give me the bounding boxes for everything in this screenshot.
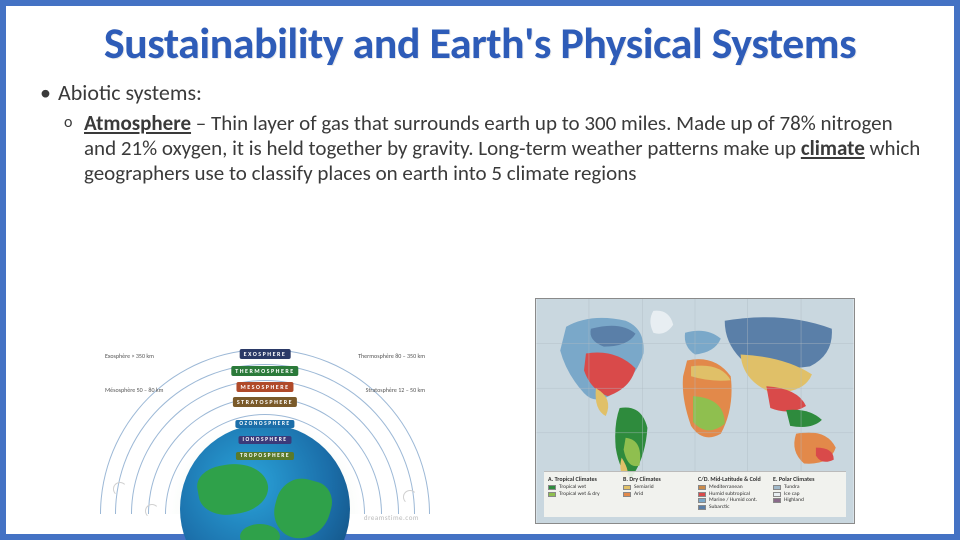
landmass (240, 524, 280, 540)
legend-swatch (623, 492, 631, 497)
label-thermosphere: THERMOSPHERE (231, 366, 298, 376)
legend-label: Highland (784, 498, 804, 504)
legend-item: Arid (623, 492, 692, 498)
legend-column: A. Tropical Climates Tropical wetTropical… (548, 475, 617, 514)
side-label: Exosphère > 350 km (105, 352, 154, 360)
slide-frame: Sustainability and Earth's Physical Syst… (0, 0, 960, 540)
watermark-swirl-icon (113, 482, 127, 496)
legend-swatch (623, 485, 631, 490)
body-text-block: Abiotic systems: o Atmosphere – Thin lay… (36, 80, 924, 186)
legend-swatch (548, 492, 556, 497)
legend-group-title: A. Tropical Climates (548, 475, 617, 483)
watermark-swirl-icon (403, 490, 417, 504)
bullet-level-2: o Atmosphere – Thin layer of gas that su… (36, 111, 924, 187)
watermark-swirl-icon (145, 504, 159, 518)
landmass (268, 473, 337, 540)
legend-group-title: C/D. Mid-Latitude & Cold (698, 475, 767, 483)
legend-item: Tropical wet & dry (548, 492, 617, 498)
slide-title: Sustainability and Earth's Physical Syst… (36, 20, 924, 66)
legend-swatch (773, 485, 781, 490)
landmass (194, 458, 272, 519)
legend-label: Tundra (784, 485, 799, 491)
legend-column: C/D. Mid-Latitude & ColdMediterraneanHum… (698, 475, 767, 514)
legend-item: Semiarid (623, 485, 692, 491)
world-climate-map: A. Tropical Climates Tropical wetTropical… (535, 298, 855, 524)
legend-group-title: E. Polar Climates (773, 475, 842, 483)
legend-column: E. Polar ClimatesTundraIce capHighland (773, 475, 842, 514)
bullet-level-1: Abiotic systems: (36, 80, 924, 106)
legend-item: Tundra (773, 485, 842, 491)
legend-label: Subarctic (709, 505, 730, 511)
legend-group-title: B. Dry Climates (623, 475, 692, 483)
legend-item: Tropical wet (548, 485, 617, 491)
watermark-text: dreamstime.com (364, 513, 419, 522)
label-mesosphere: MESOSPHERE (236, 382, 293, 392)
legend-swatch (698, 505, 706, 510)
map-legend: A. Tropical Climates Tropical wetTropical… (544, 471, 846, 517)
legend-label: Tropical wet & dry (559, 492, 600, 498)
atmosphere-layers-diagram: EXOSPHERE THERMOSPHERE MESOSPHERE STRATO… (105, 294, 425, 524)
legend-swatch (698, 485, 706, 490)
legend-label: Mediterranean (709, 485, 743, 491)
legend-label: Marine / Humid cont. (709, 498, 757, 504)
label-stratosphere: STRATOSPHERE (233, 397, 297, 407)
legend-swatch (698, 492, 706, 497)
legend-swatch (698, 498, 706, 503)
figure-row: EXOSPHERE THERMOSPHERE MESOSPHERE STRATO… (6, 292, 954, 524)
legend-item: Subarctic (698, 505, 767, 511)
term-atmosphere: Atmosphere (84, 110, 191, 136)
legend-label: Semiarid (634, 485, 654, 491)
label-ozonosphere: OZONOSPHERE (235, 420, 294, 428)
label-exosphere: EXOSPHERE (240, 349, 291, 359)
legend-item: Marine / Humid cont. (698, 498, 767, 504)
label-troposphere: TROPOSPHERE (236, 452, 294, 460)
legend-item: Highland (773, 498, 842, 504)
bullet-heading: Abiotic systems: (58, 79, 202, 106)
legend-swatch (773, 492, 781, 497)
legend-column: B. Dry Climates SemiaridArid (623, 475, 692, 514)
side-label: Thermosphère 80 – 350 km (358, 352, 425, 360)
legend-swatch (548, 485, 556, 490)
side-label: Mésosphère 50 – 80 km (105, 386, 163, 394)
sub-bullet-marker: o (64, 113, 72, 132)
legend-item: Mediterranean (698, 485, 767, 491)
dash: – (191, 110, 211, 136)
term-climate: climate (801, 135, 865, 161)
side-label: Stratosphère 12 – 50 km (366, 386, 425, 394)
legend-label: Tropical wet (559, 485, 586, 491)
legend-label: Arid (634, 492, 643, 498)
label-ionosphere: IONOSPHERE (239, 436, 292, 444)
legend-swatch (773, 498, 781, 503)
